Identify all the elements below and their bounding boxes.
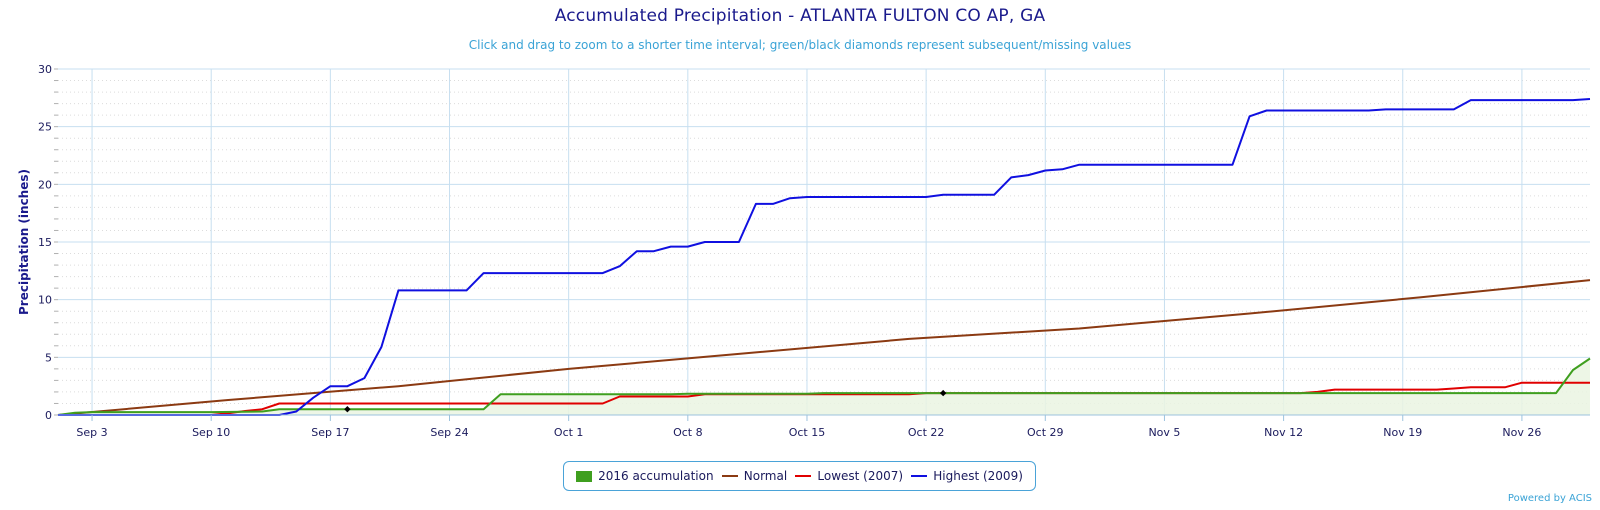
series-line-highest-2009 (58, 98, 1591, 416)
axis-layer: 0 5 10 15 20 25 30 Sep 3 Sep 10 Sep 17 Sep 24 Oct 1… (17, 63, 1590, 439)
legend-swatch-normal (721, 475, 738, 477)
x-tick-label: Oct 1 (554, 426, 584, 439)
x-tick-label: Oct 15 (789, 426, 826, 439)
series-line-2016-accumulation (57, 357, 1591, 416)
x-tick-label: Sep 24 (430, 426, 468, 439)
legend-swatch-2016 (576, 470, 593, 482)
legend-item-highest[interactable]: Highest (2009) (911, 469, 1023, 483)
x-tick-label: Sep 3 (76, 426, 107, 439)
x-tick-label: Oct 8 (673, 426, 703, 439)
chart-legend: 2016 accumulation Normal Lowest (2007) H… (563, 461, 1036, 491)
x-tick-label: Nov 12 (1264, 426, 1303, 439)
y-tick-label: 10 (38, 294, 52, 307)
series-line-lowest-2007 (58, 381, 1590, 416)
legend-item-2016[interactable]: 2016 accumulation (576, 469, 714, 483)
x-tick-label: Sep 17 (311, 426, 349, 439)
fill-layer (58, 358, 1590, 415)
series-area-2016-accumulation (58, 358, 1590, 415)
legend-label-lowest: Lowest (2007) (817, 469, 904, 483)
x-tick-label: Nov 26 (1502, 426, 1541, 439)
x-tick-label: Nov 19 (1383, 426, 1422, 439)
legend-label-2016: 2016 accumulation (598, 469, 714, 483)
x-tick-label: Oct 29 (1027, 426, 1064, 439)
y-tick-label: 25 (38, 121, 52, 134)
y-tick-label: 0 (45, 409, 52, 422)
x-tick-label: Sep 10 (192, 426, 230, 439)
credit-link[interactable]: Powered by ACIS (1507, 493, 1592, 504)
legend-item-normal[interactable]: Normal (721, 469, 788, 483)
missing-value-marker (939, 389, 947, 397)
chart-subtitle: Click and drag to zoom to a shorter time… (468, 38, 1132, 52)
missing-value-marker (344, 406, 351, 413)
x-tick-label: Nov 5 (1148, 426, 1180, 439)
legend-item-lowest[interactable]: Lowest (2007) (795, 469, 903, 483)
precipitation-chart[interactable]: 0 5 10 15 20 25 30 Sep 3 Sep 10 Sep 17 Sep 24 Oct 1… (0, 0, 1600, 450)
x-tick-label: Oct 22 (908, 426, 945, 439)
marker-layer (344, 389, 947, 413)
series-line-normal (57, 279, 1591, 416)
y-tick-label: 5 (45, 351, 52, 364)
grid-layer (58, 68, 1590, 415)
y-tick-label: 20 (38, 178, 52, 191)
chart-title: Accumulated Precipitation - ATLANTA FULT… (554, 6, 1046, 26)
y-tick-label: 15 (38, 236, 52, 249)
legend-swatch-lowest (795, 475, 812, 477)
legend-label-highest: Highest (2009) (933, 469, 1023, 483)
legend-label-normal: Normal (743, 469, 788, 483)
y-tick-label: 30 (38, 63, 52, 76)
y-axis-label: Precipitation (inches) (17, 169, 31, 315)
legend-swatch-highest (911, 475, 928, 477)
series-layer (57, 98, 1591, 416)
